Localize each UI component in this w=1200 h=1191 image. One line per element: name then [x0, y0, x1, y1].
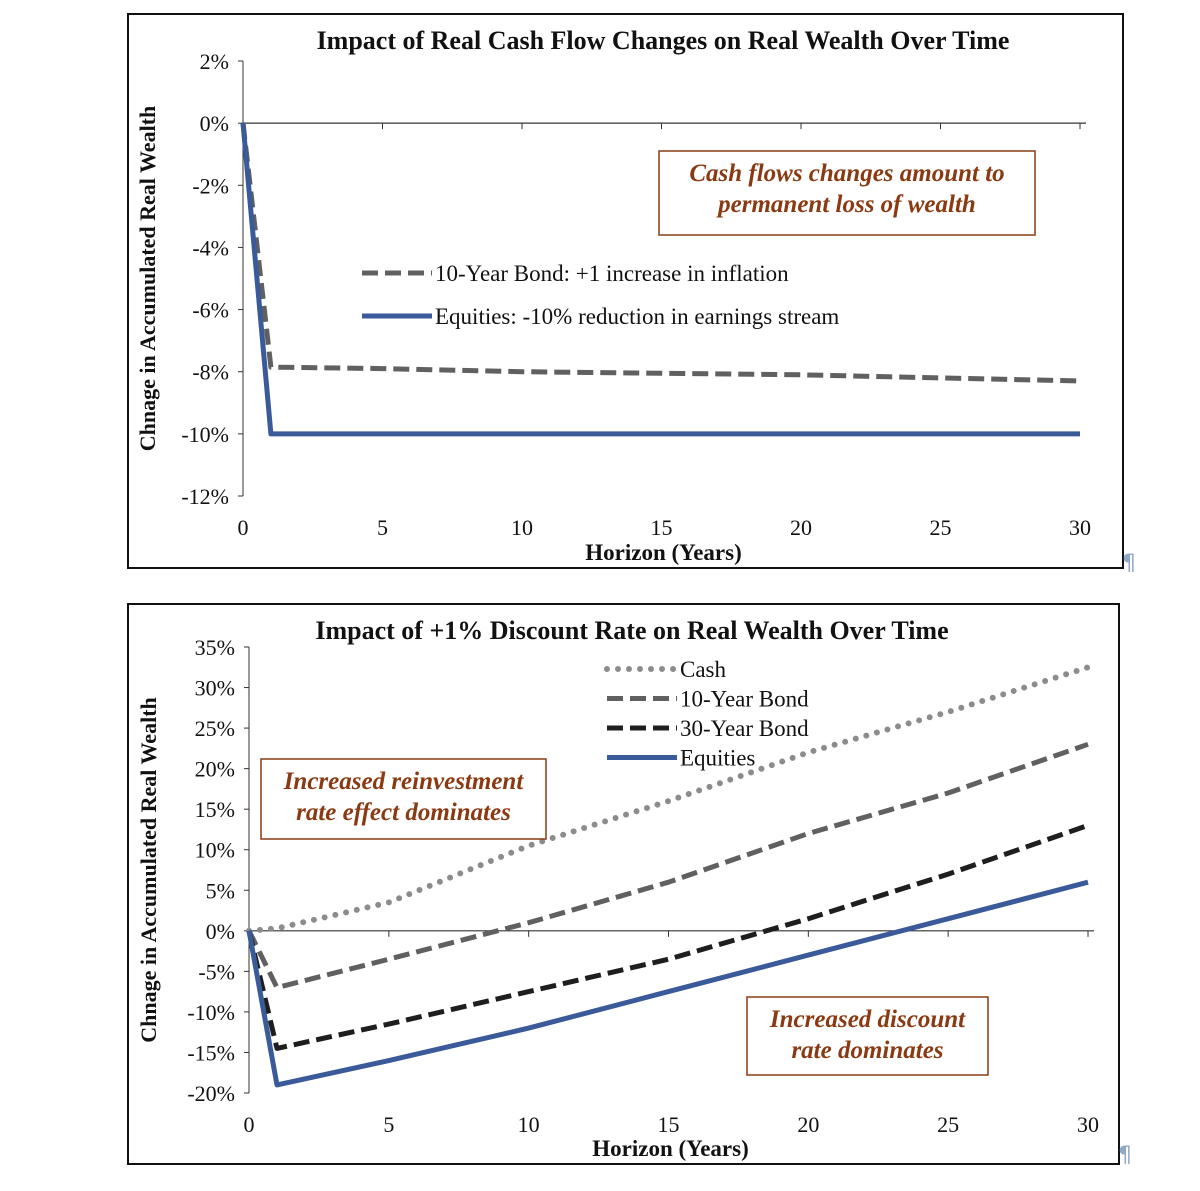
x-tick-label: 5 [383, 1112, 394, 1137]
x-tick-label: 10 [518, 1112, 540, 1137]
annotation-permanent-loss-text: Cash flows changes amount to [689, 160, 1004, 187]
y-tick-label: -8% [192, 360, 229, 385]
y-axis-title: Chnage in Accumulated Real Wealth [135, 106, 160, 452]
chart-title: Impact of +1% Discount Rate on Real Weal… [315, 616, 948, 645]
x-tick-label: 15 [651, 515, 673, 540]
x-tick-label: 15 [658, 1112, 680, 1137]
chart-canvas-discount-rate: Impact of +1% Discount Rate on Real Weal… [136, 616, 1099, 1161]
chart-title: Impact of Real Cash Flow Changes on Real… [317, 26, 1010, 55]
y-tick-label: 30% [195, 676, 235, 701]
x-tick-label: 30 [1077, 1112, 1099, 1137]
annotation-reinvestment-box [260, 758, 547, 840]
x-axis-title: Horizon (Years) [585, 540, 742, 565]
y-tick-label: 20% [195, 757, 235, 782]
y-tick-label: 10% [195, 838, 235, 863]
y-tick-label: 25% [195, 716, 235, 741]
x-tick-label: 25 [937, 1112, 959, 1137]
y-tick-label: 0% [200, 111, 229, 136]
series-line-10-year-bond-1-increase-in-inflation [240, 122, 1081, 384]
legend-label: Equities [680, 746, 755, 771]
x-tick-label: 25 [930, 515, 952, 540]
y-tick-label: -10% [187, 1000, 235, 1025]
x-tick-label: 10 [511, 515, 533, 540]
series-line-30-year-bond [246, 823, 1089, 1051]
annotation-discount-rate-box [746, 996, 989, 1076]
series-line-10-year-bond [246, 741, 1089, 991]
chart-panel-real-cash-flow: Impact of Real Cash Flow Changes on Real… [127, 13, 1124, 569]
legend-label: Equities: -10% reduction in earnings str… [435, 304, 839, 329]
x-tick-label: 30 [1069, 515, 1091, 540]
x-tick-label: 0 [238, 515, 249, 540]
x-tick-label: 0 [244, 1112, 255, 1137]
annotation-discount-rate-text: Increased discount [769, 1006, 966, 1033]
y-tick-label: 2% [200, 49, 229, 74]
y-tick-label: 0% [206, 919, 235, 944]
legend-label: 30-Year Bond [680, 716, 809, 741]
y-tick-label: -12% [181, 484, 229, 509]
annotation-reinvestment-text: rate effect dominates [296, 799, 511, 826]
legend-label: 10-Year Bond [680, 687, 809, 712]
x-tick-label: 20 [797, 1112, 819, 1137]
annotation-discount-rate-text: rate dominates [791, 1037, 943, 1064]
x-tick-label: 5 [377, 515, 388, 540]
y-tick-label: 35% [195, 635, 235, 660]
y-tick-label: -6% [192, 298, 229, 323]
y-tick-label: -5% [198, 959, 235, 984]
y-tick-label: -2% [192, 173, 229, 198]
series-line-equities [246, 879, 1089, 1088]
legend-label: 10-Year Bond: +1 increase in inflation [435, 261, 789, 286]
annotation-reinvestment-text: Increased reinvestment [283, 768, 525, 795]
chart-canvas-real-cash-flow: Impact of Real Cash Flow Changes on Real… [135, 26, 1091, 565]
x-axis-title: Horizon (Years) [592, 1136, 749, 1161]
y-tick-label: -4% [192, 235, 229, 260]
annotation-permanent-loss-text: permanent loss of wealth [716, 191, 976, 218]
series-line-equities-10-reduction-in-earnings-stream [240, 122, 1080, 437]
y-tick-label: -20% [187, 1081, 235, 1106]
pilcrow-mark: ¶ [1118, 1143, 1132, 1168]
x-tick-label: 20 [790, 515, 812, 540]
chart-panel-discount-rate: Impact of +1% Discount Rate on Real Weal… [127, 603, 1120, 1165]
y-tick-label: 5% [206, 878, 235, 903]
y-tick-label: -10% [181, 422, 229, 447]
y-tick-label: 15% [195, 797, 235, 822]
annotation-permanent-loss-box [658, 150, 1036, 236]
pilcrow-mark: ¶ [1122, 551, 1136, 576]
y-axis-title: Chnage in Accumulated Real Wealth [136, 697, 161, 1043]
y-tick-label: -15% [187, 1040, 235, 1065]
legend-label: Cash [680, 657, 727, 682]
